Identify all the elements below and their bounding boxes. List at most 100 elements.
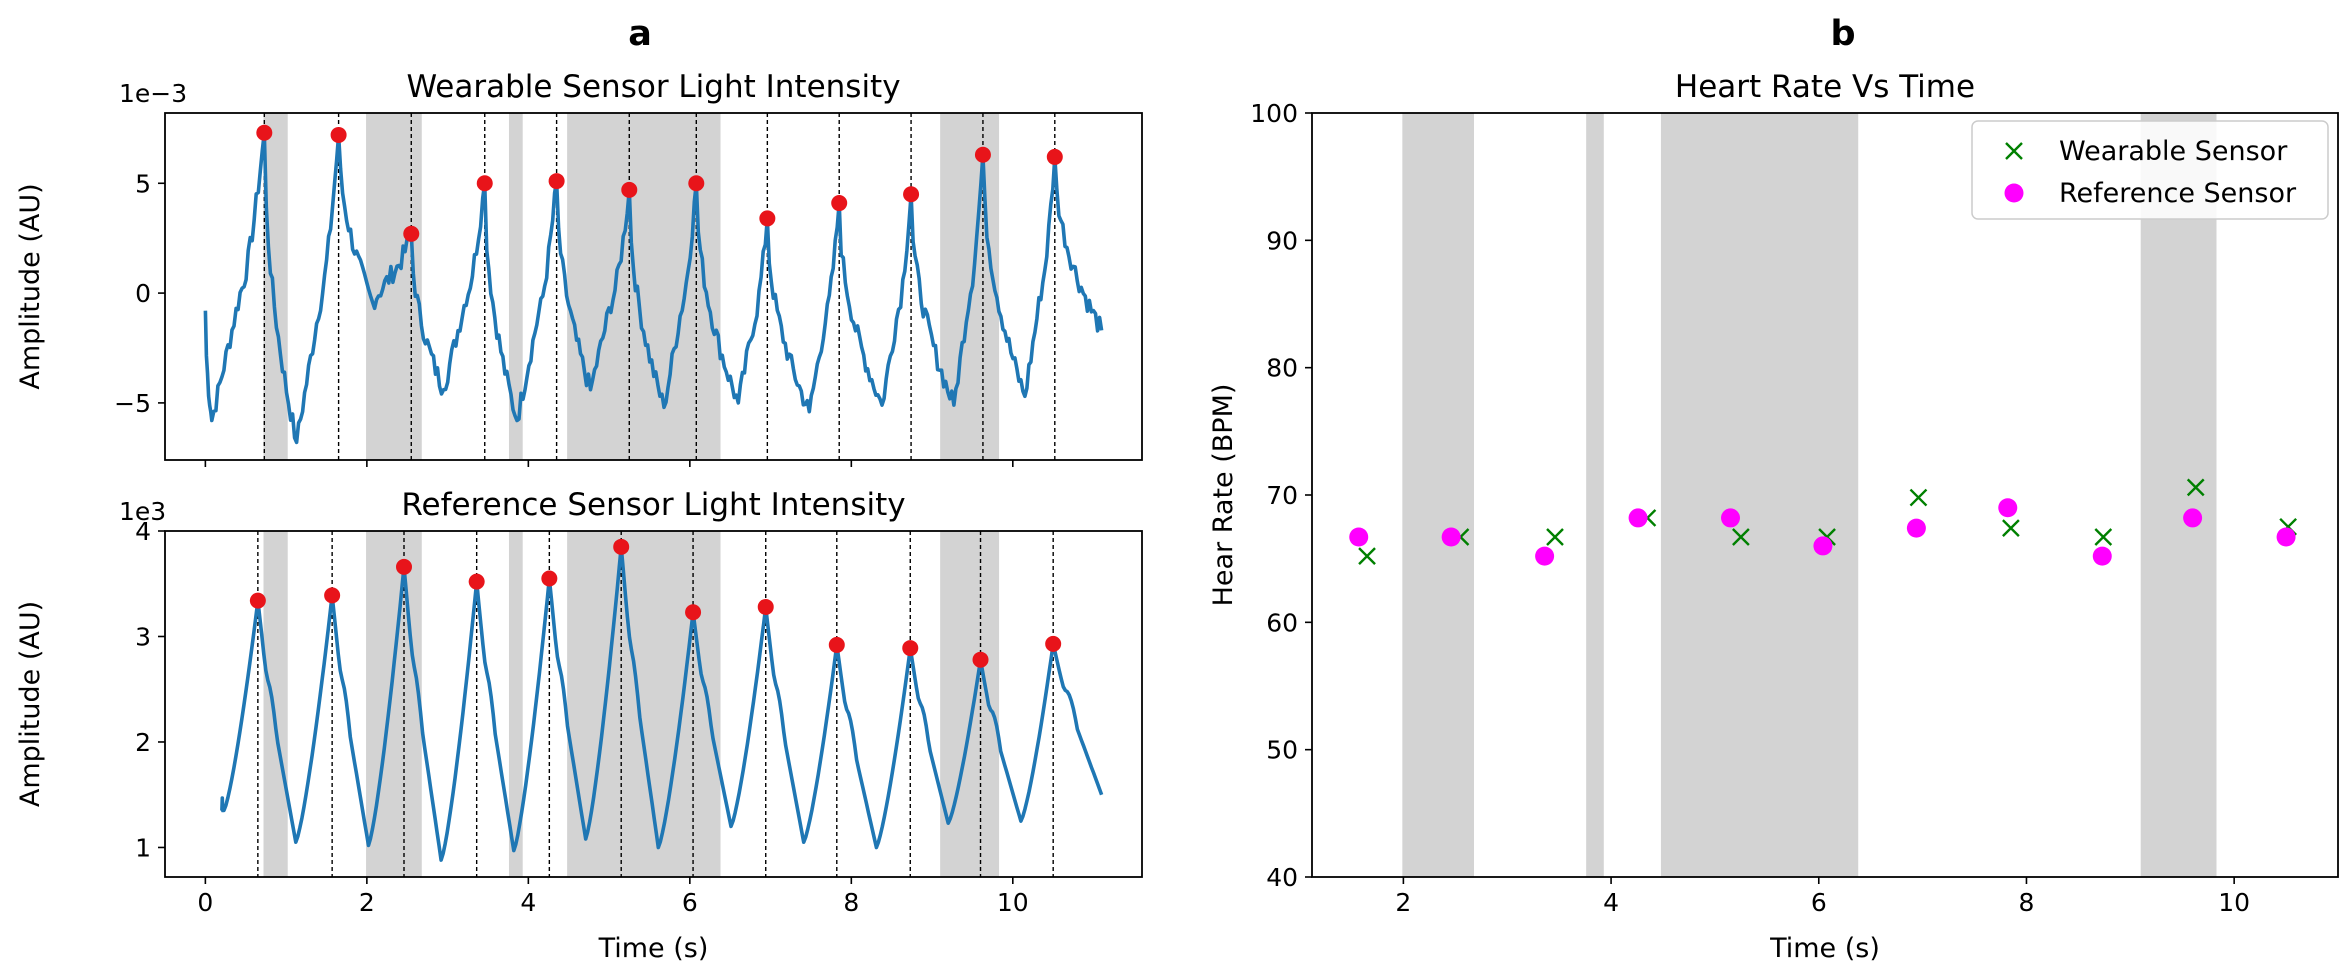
shaded-region (508, 531, 523, 877)
shaded-region (1660, 113, 1859, 877)
x-tick-label: 0 (197, 888, 213, 917)
chart-title: Wearable Sensor Light Intensity (406, 69, 900, 105)
reference-point (1906, 518, 1926, 538)
axes-frame (164, 112, 1143, 461)
peak-point (541, 570, 558, 587)
reference-point (1813, 536, 1833, 556)
chart-title: Heart Rate Vs Time (1675, 69, 1975, 105)
legend-wearable-label: Wearable Sensor (2059, 136, 2288, 167)
y-tick-label: −5 (114, 389, 151, 418)
x-tick-label: 8 (843, 888, 859, 917)
y-tick-label: 5 (135, 169, 151, 198)
reference-point (1441, 527, 1461, 547)
reference-point (1721, 508, 1740, 528)
x-tick-label: 4 (1603, 888, 1619, 917)
x-tick-label: 2 (1395, 888, 1411, 917)
peak-point (621, 181, 638, 198)
axes-frame (164, 530, 1143, 878)
peak-point (759, 210, 776, 227)
peak-point (1046, 148, 1063, 165)
peak-point (685, 604, 702, 621)
reference-point (1998, 498, 2018, 518)
peak-point (476, 175, 493, 192)
peak-point (757, 598, 774, 615)
panel-label-a: a (628, 14, 652, 54)
peak-point (256, 124, 273, 141)
reference-point (2183, 508, 2203, 528)
y-tick-label: 90 (1266, 226, 1298, 255)
y-axis-label: Amplitude (AU) (15, 601, 46, 807)
shaded-region (567, 531, 721, 877)
x-tick-label: 10 (997, 888, 1029, 917)
reference-point (1535, 546, 1555, 566)
shaded-region (263, 113, 288, 460)
legend-reference-label: Reference Sensor (2059, 178, 2297, 209)
heart-rate-chart: Wearable Sensor Reference Sensor 2 4 6 8 10 40 5… (1208, 69, 2339, 964)
wearable-point (2002, 519, 2020, 537)
x-axis-label: Time (s) (598, 933, 709, 964)
x-tick-label: 6 (1811, 888, 1827, 917)
shaded-region (1586, 113, 1604, 877)
y-tick-label: 70 (1266, 481, 1298, 510)
peak-point (1045, 635, 1062, 652)
shaded-region (1402, 113, 1474, 877)
signal-line (203, 131, 1104, 445)
reference-point (1628, 508, 1648, 528)
wearable-point (1546, 528, 1564, 546)
peak-point (249, 592, 266, 609)
y-tick-label: 50 (1266, 736, 1298, 765)
peak-point (828, 636, 845, 653)
wearable-point (1732, 528, 1750, 546)
peak-point (403, 225, 420, 242)
y-axis-label: Amplitude (AU) (15, 183, 46, 389)
legend-box (1971, 120, 2329, 220)
shaded-region (366, 113, 422, 460)
peak-point (613, 538, 630, 555)
peak-point (902, 640, 919, 657)
peak-point (324, 587, 341, 604)
axis-offset-text: 1e−3 (119, 79, 187, 108)
legend-reference-marker (2004, 183, 2024, 203)
peak-point (972, 651, 989, 668)
y-tick-label: 80 (1266, 354, 1298, 383)
legend-wearable-marker (2005, 142, 2023, 160)
shaded-region (508, 113, 523, 460)
y-tick-label: 1 (135, 833, 151, 862)
peak-point (903, 186, 920, 203)
wearable-point (1909, 488, 1928, 507)
x-tick-label: 10 (2218, 888, 2250, 917)
peak-point (974, 146, 991, 163)
peak-point (548, 173, 565, 190)
signal-line (220, 545, 1104, 862)
x-tick-label: 8 (2019, 888, 2035, 917)
shaded-region (2140, 113, 2217, 877)
y-tick-label: 3 (135, 622, 151, 651)
wearable-chart: −5 0 5 1e−3 Wearable Sensor Light Intensity A… (15, 69, 1143, 467)
reference-point (1349, 527, 1369, 547)
y-tick-label: 4 (135, 517, 151, 546)
reference-point (2276, 527, 2296, 547)
x-tick-label: 2 (359, 888, 375, 917)
x-tick-label: 6 (682, 888, 698, 917)
y-tick-label: 100 (1250, 99, 1298, 128)
peak-point (831, 195, 848, 212)
reference-point (2092, 546, 2112, 566)
chart-title: Reference Sensor Light Intensity (401, 487, 905, 523)
x-axis-label: Time (s) (1769, 933, 1880, 964)
y-tick-label: 60 (1266, 608, 1298, 637)
y-tick-label: 2 (135, 728, 151, 757)
axis-offset-text: 1e3 (119, 497, 166, 526)
x-tick-label: 4 (520, 888, 536, 917)
shaded-region (940, 113, 1000, 460)
wearable-point (2094, 528, 2113, 546)
y-tick-label: 40 (1266, 863, 1298, 892)
peak-point (468, 573, 485, 590)
y-axis-label: Hear Rate (BPM) (1208, 384, 1239, 607)
panel-label-b: b (1830, 14, 1855, 54)
y-tick-label: 0 (135, 279, 151, 308)
peak-point (688, 175, 705, 192)
wearable-point (2186, 478, 2205, 497)
peak-point (330, 126, 347, 143)
